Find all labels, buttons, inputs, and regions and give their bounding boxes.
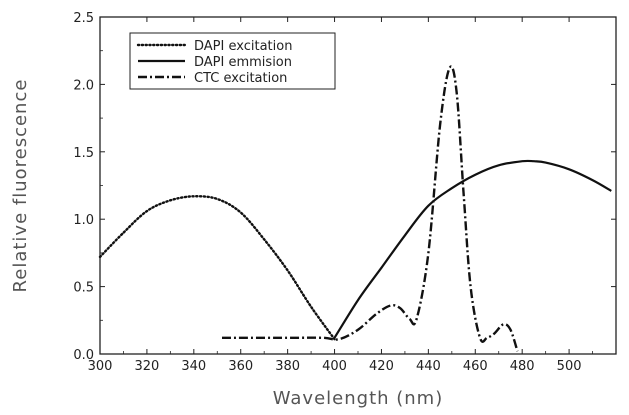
x-tick-label: 400 bbox=[322, 359, 347, 374]
y-tick-label: 1.0 bbox=[73, 213, 94, 228]
legend-label: DAPI excitation bbox=[194, 39, 292, 54]
axis-ticks: 300 320 340 360 380 400 420 440 460 480 500 0.0 0.5 1… bbox=[73, 11, 616, 374]
x-tick-label: 420 bbox=[369, 359, 394, 374]
y-tick-label: 1.5 bbox=[73, 146, 94, 161]
y-tick-label: 0.0 bbox=[73, 348, 94, 363]
x-tick-label: 380 bbox=[275, 359, 300, 374]
y-tick-label: 0.5 bbox=[73, 281, 94, 296]
series-line-ctc-excitation bbox=[222, 65, 519, 352]
x-tick-label: 460 bbox=[463, 359, 488, 374]
legend-label: DAPI emmision bbox=[194, 55, 292, 70]
x-tick-label: 360 bbox=[228, 359, 253, 374]
x-tick-label: 320 bbox=[134, 359, 159, 374]
legend-label: CTC excitation bbox=[194, 71, 287, 86]
y-tick-label: 2.5 bbox=[73, 11, 94, 26]
y-tick-label: 2.0 bbox=[73, 78, 94, 93]
series-lines bbox=[98, 65, 612, 352]
x-tick-label: 480 bbox=[510, 359, 535, 374]
x-tick-label: 440 bbox=[416, 359, 441, 374]
x-tick-label: 300 bbox=[88, 359, 113, 374]
x-tick-label: 340 bbox=[181, 359, 206, 374]
x-axis-title: Wavelength (nm) bbox=[273, 388, 444, 409]
series-line-dapi-emmision bbox=[333, 159, 612, 339]
y-axis-title: Relative fluorescence bbox=[10, 79, 31, 293]
x-tick-label: 500 bbox=[557, 359, 582, 374]
series-line-dapi-excitation bbox=[98, 195, 336, 341]
